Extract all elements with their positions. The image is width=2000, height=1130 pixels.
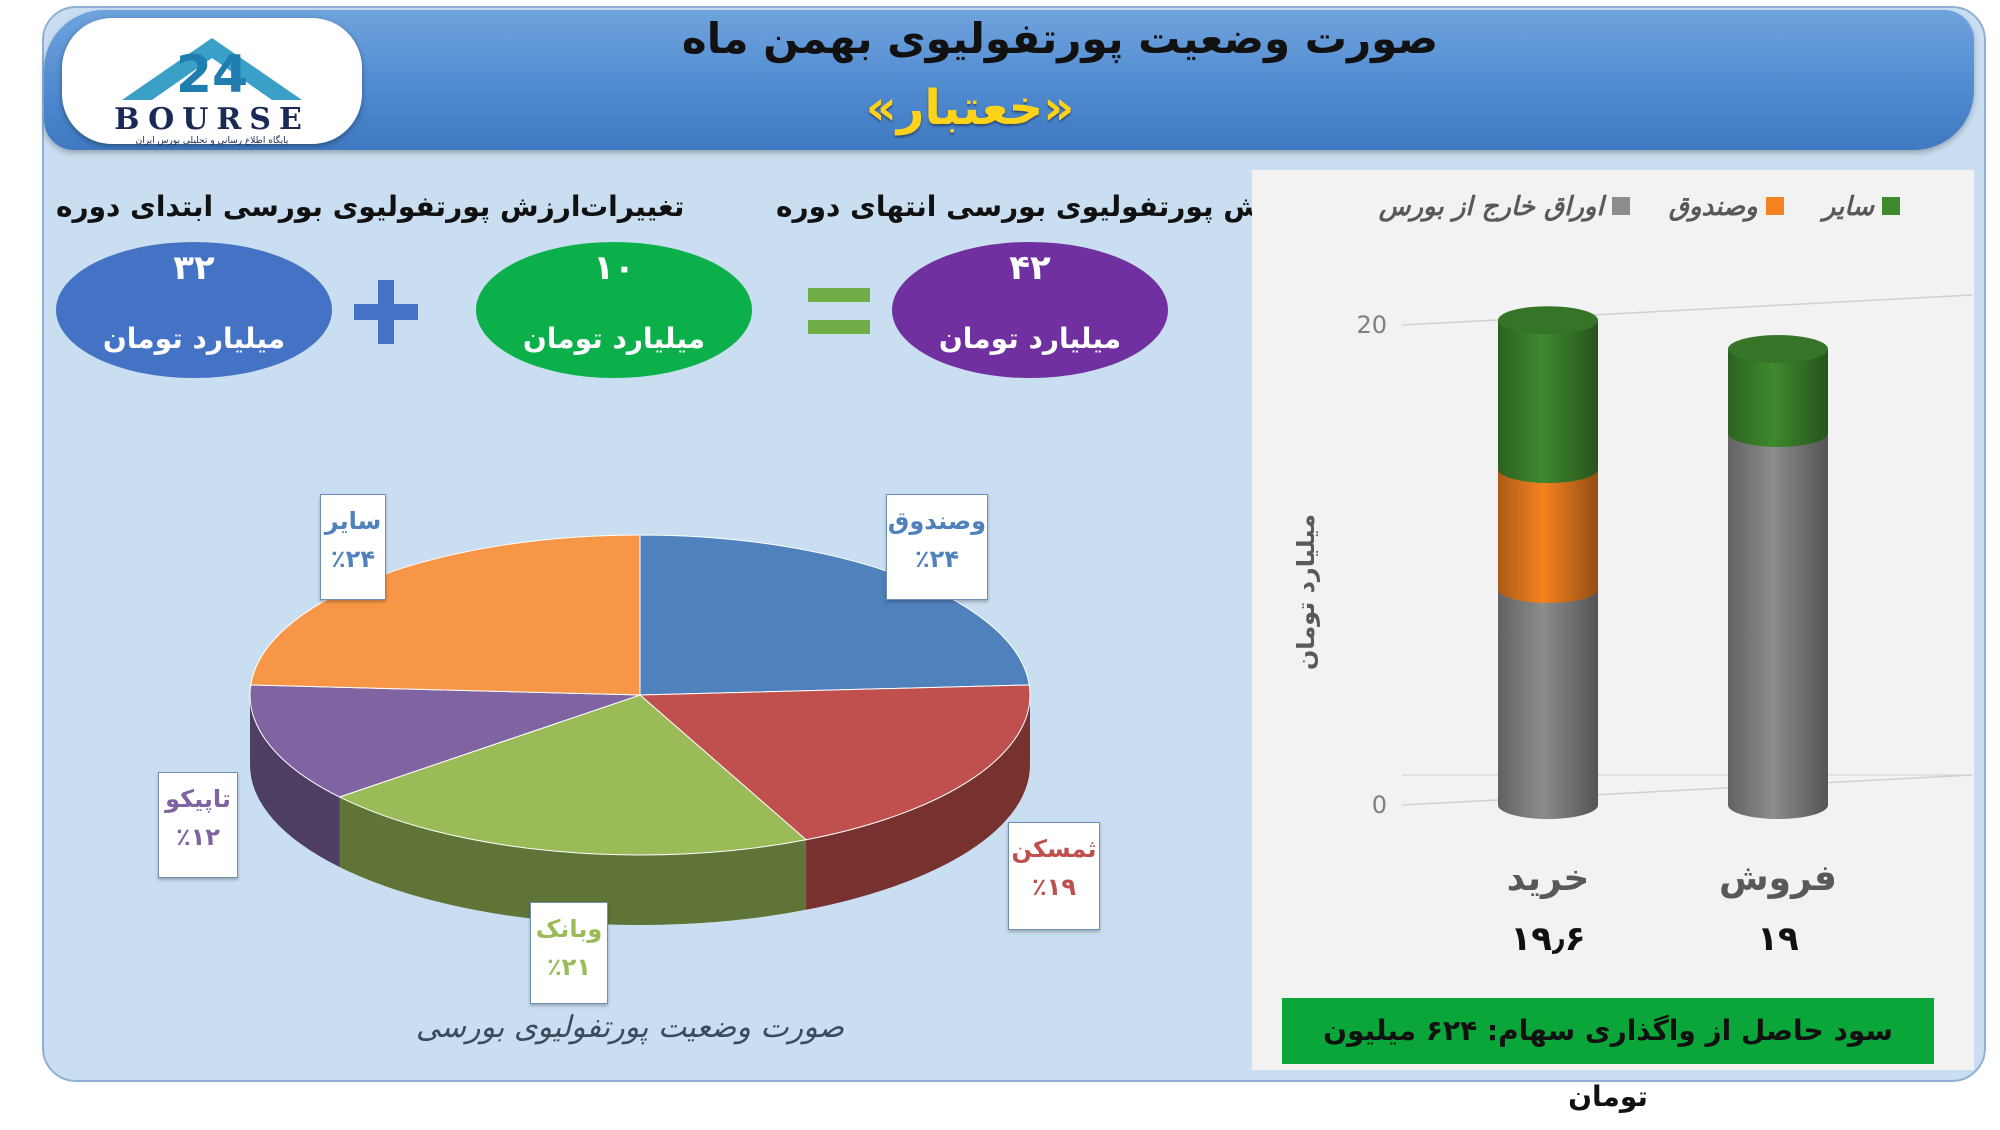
callout-samaskan-name: ثمسکن (1011, 835, 1097, 863)
stacked-bar-chart: 0 20 خرید ۱۹٫۶ فروش ۱۹ (1356, 294, 1973, 959)
bar-gridline-top (1401, 294, 1973, 326)
pie-slice-3 (249, 684, 641, 798)
legend-item-otc: اوراق خارج از بورس (1379, 192, 1630, 222)
bar-total-0: ۱۹٫۶ (1511, 919, 1586, 959)
legend-item-vsandogh: وصندوق (1669, 192, 1784, 222)
logo-text: BOURSE (114, 102, 310, 137)
legend-label-sayer: سایر (1822, 192, 1874, 222)
start-value-badge: ۳۲ میلیارد تومان (56, 242, 332, 378)
stock-symbol: «خعتبار» (865, 80, 1075, 136)
callout-vsandogh: وصندوق ٪۲۴ (886, 494, 988, 600)
bar-y-tick-0: 0 (1372, 791, 1387, 819)
pie-caption: صورت وضعیت پورتفولیوی بورسی (415, 1010, 845, 1045)
pie-slice-4 (250, 534, 641, 696)
bar-0-cap (1498, 306, 1598, 335)
start-value: ۳۲ (173, 248, 215, 288)
callout-vsandogh-name: وصندوق (887, 507, 987, 535)
legend-label-otc: اوراق خارج از بورس (1378, 192, 1604, 222)
callout-sayer: سایر ٪۲۴ (320, 494, 386, 600)
change-label: تغییرات (580, 190, 685, 223)
header-banner (44, 10, 1974, 150)
end-value-badge: ۴۲ میلیارد تومان (892, 242, 1168, 378)
start-value-label: ارزش پورتفولیوی بورسی ابتدای دوره (56, 190, 581, 223)
bar-1-cap (1728, 335, 1828, 363)
change-badge: ۱۰ میلیارد تومان (476, 242, 752, 378)
legend-swatch-otc (1611, 197, 1630, 215)
pie-slice-2 (338, 694, 808, 856)
pie-slice-2-side-0 (339, 796, 807, 925)
logo-subtitle: پایگاه اطلاع رسانی و تحلیلی بورس ایران (135, 136, 289, 146)
bar-1-segment-2 (1728, 349, 1828, 447)
callout-samaskan: ثمسکن ٪۱۹ (1008, 822, 1100, 930)
bar-legend: سایر وصندوق اوراق خارج از بورس (1340, 192, 1900, 228)
bar-gridline-base (1401, 774, 1973, 806)
profit-banner: سود حاصل از واگذاری سهام: ۶۲۴ میلیون توم… (1282, 998, 1934, 1113)
bar-category-0: خرید (1507, 858, 1590, 899)
legend-swatch-vsandogh (1765, 197, 1784, 215)
legend-label-vsandogh: وصندوق (1668, 192, 1758, 222)
equals-icon (808, 288, 870, 334)
callout-vbank-percent: ٪۲۱ (547, 953, 591, 981)
callout-tapiko: تاپیکو ٪۱۲ (158, 772, 238, 878)
legend-item-sayer: سایر (1823, 192, 1900, 222)
pie-slice-1-side-0 (806, 695, 1030, 910)
svg-text:24: 24 (176, 45, 248, 105)
bar-0-segment-2 (1498, 320, 1598, 483)
logo: 24 BOURSE پایگاه اطلاع رسانی و تحلیلی بو… (62, 18, 362, 146)
callout-sayer-percent: ٪۲۴ (331, 545, 375, 573)
end-value-label: ارزش پورتفولیوی بورسی انتهای دوره (776, 190, 1304, 223)
plus-icon (354, 280, 418, 344)
bar-chart-panel (1252, 170, 1974, 1070)
pie-chart (249, 534, 1031, 925)
change-value: ۱۰ (593, 248, 635, 288)
bar-0-segment-1 (1498, 469, 1598, 603)
change-value-unit: میلیارد تومان (522, 322, 706, 355)
pie-slice-1 (638, 684, 1031, 841)
bar-total-1: ۱۹ (1757, 919, 1799, 959)
legend-swatch-sayer (1882, 197, 1900, 215)
bar-category-1: فروش (1719, 858, 1837, 899)
callout-vbank: وبانک ٪۲۱ (530, 902, 608, 1004)
callout-sayer-name: سایر (324, 507, 382, 535)
pie-slice-3-side-0 (250, 695, 340, 867)
callout-vsandogh-percent: ٪۲۴ (915, 545, 959, 573)
callout-tapiko-percent: ٪۱۲ (176, 823, 220, 851)
logo-mark-icon: 24 (122, 38, 302, 105)
bar-0-segment-0 (1498, 589, 1598, 819)
page-title: صورت وضعیت پورتفولیوی بهمن ماه (681, 14, 1439, 63)
callout-tapiko-name: تاپیکو (165, 785, 231, 813)
callout-vbank-name: وبانک (535, 915, 603, 943)
start-value-unit: میلیارد تومان (102, 322, 286, 355)
callout-samaskan-percent: ٪۱۹ (1032, 873, 1076, 901)
bar-1-segment-0 (1728, 433, 1828, 819)
end-value: ۴۲ (1009, 248, 1051, 288)
bar-y-tick-1: 20 (1356, 311, 1387, 339)
end-value-unit: میلیارد تومان (938, 322, 1122, 355)
bar-y-axis-label: میلیارد تومان (1292, 514, 1320, 671)
